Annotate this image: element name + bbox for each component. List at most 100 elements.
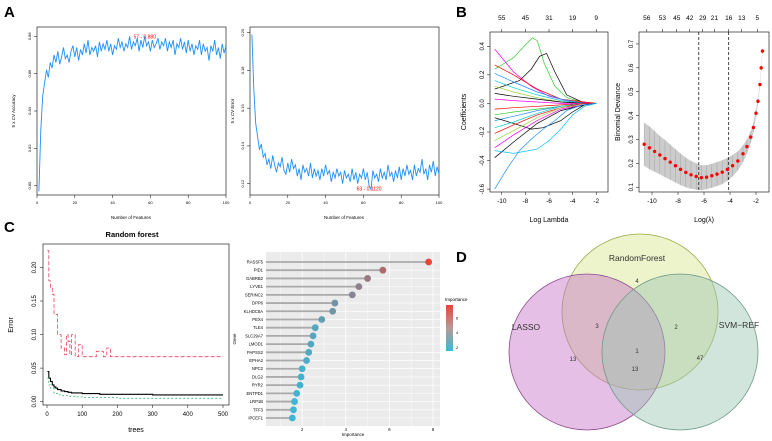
c2-gene-label: ENTPD1	[246, 391, 263, 396]
c2-gene-label: KLHDC8A	[244, 309, 264, 314]
c2-lollipop-dot	[305, 348, 313, 356]
b2-deviance-point	[759, 66, 763, 70]
b1-ytick-label: -0.4	[480, 155, 486, 166]
a2-xtick-label: 40	[323, 200, 328, 205]
c2-gene-label: TFF3	[253, 407, 264, 412]
a1-ytick-label: 0.88	[27, 32, 32, 41]
panel-b2-ylabel: Binomial Deviance	[615, 83, 622, 141]
b2-toptick-label: 56	[643, 15, 651, 22]
b2-toptick-label: 42	[686, 15, 694, 22]
b1-coef-path-17	[494, 103, 597, 158]
b2-toptick-label: 5	[755, 15, 759, 22]
c2-gene-label: PID1	[254, 268, 264, 273]
c2-lollipop-dot	[296, 381, 304, 389]
b2-ytick-label: 0.5	[629, 87, 635, 96]
c2-gene-label: NPC2	[252, 366, 264, 371]
b2-deviance-point	[736, 159, 740, 163]
b1-toptick-label: 31	[545, 15, 553, 22]
venn-label-lasso: LASSO	[512, 322, 541, 332]
a2-xtick-label: 80	[399, 200, 404, 205]
c2-legend-tick-label: 6	[456, 316, 459, 321]
b1-xtick-label: -10	[497, 198, 507, 205]
c2-gene-label: DLG2	[252, 374, 264, 379]
c2-gene-label: IPCEF1	[248, 416, 263, 421]
b2-deviance-point	[704, 175, 709, 179]
panel-b1-ylabel: Coefficients	[461, 93, 468, 130]
a1-xtick-label: 100	[223, 200, 230, 205]
b1-toptick-label: 19	[569, 15, 577, 22]
c2-lollipop-dot	[364, 275, 371, 282]
panel-d-venn-diagram: RandomForest LASSO SVM−REF 4 13 47 3 2 1…	[508, 233, 759, 431]
c2-lollipop-dot	[379, 266, 387, 274]
c1-error-line-class1	[47, 250, 223, 358]
venn-circle-lasso	[508, 273, 666, 431]
c1-ytick-label: 0.20	[32, 261, 38, 273]
b2-deviance-point	[694, 174, 698, 179]
b2-deviance-point	[647, 146, 652, 150]
b1-toptick-label: 9	[594, 15, 598, 22]
a1-xtick-label: 80	[186, 200, 191, 205]
c1-xtick-label: 400	[183, 412, 194, 418]
c2-lollipop-dot	[298, 365, 306, 373]
panel-a1-max-annotation: 57 - 0.880	[133, 34, 156, 40]
c1-xtick-label: 300	[148, 412, 159, 418]
b1-xtick-label: -4	[570, 198, 576, 205]
c1-ytick-label: 0.00	[32, 395, 38, 407]
panel-c1-xlabel: trees	[128, 427, 144, 434]
b2-deviance-point	[668, 160, 672, 164]
panel-c2-legend: Importance 6 4 2	[445, 297, 468, 351]
c2-gene-label: LRP1B	[250, 399, 263, 404]
b1-ytick-label: -0.2	[480, 126, 486, 137]
b2-ytick-label: 0.3	[629, 135, 635, 144]
c2-xtick-label: 2	[301, 427, 304, 432]
b2-deviance-point	[741, 152, 745, 156]
c2-lollipop-dot	[288, 414, 296, 422]
a2-xtick-label: 0	[249, 200, 252, 205]
b2-deviance-point	[673, 164, 678, 168]
c2-lollipop-dot	[331, 299, 339, 307]
c1-ytick-label: 0.15	[32, 295, 38, 307]
b2-deviance-point	[754, 111, 758, 115]
a2-ytick-label: 0.16	[240, 104, 245, 113]
c2-lollipop-dot	[311, 324, 319, 332]
b1-coef-path-18	[494, 103, 597, 190]
b2-xtick-label: -10	[647, 198, 657, 205]
c2-xtick-label: 6	[388, 427, 391, 432]
venn-count-rf-only: 4	[635, 279, 639, 285]
a1-xtick-label: 60	[148, 200, 153, 205]
b2-toptick-label: 29	[699, 15, 707, 22]
b2-xtick-label: -2	[753, 198, 759, 205]
b1-coef-path-6	[494, 85, 597, 104]
c2-lollipop-dot	[318, 316, 326, 323]
b1-ytick-label: 0.0	[480, 99, 486, 108]
venn-count-rf-lasso: 3	[595, 324, 599, 330]
c2-legend-tick-label: 4	[456, 330, 459, 335]
c2-gene-label: RASSF5	[247, 260, 264, 265]
c2-lollipop-dot	[293, 389, 301, 397]
b1-toptick-label: 45	[522, 15, 530, 22]
a2-ytick-label: 0.12	[240, 179, 245, 188]
b1-toptick-label: 55	[498, 15, 506, 22]
c2-gene-label: LMOD1	[249, 342, 264, 347]
b1-coef-path-12	[494, 103, 597, 130]
b2-deviance-point	[658, 153, 662, 157]
panel-a2-min-annotation: 63 - 0.1120	[357, 186, 382, 192]
a1-xtick-label: 20	[73, 200, 78, 205]
b2-deviance-point	[663, 156, 667, 161]
a1-ytick-label: 0.82	[27, 144, 32, 153]
panel-b2-error-band	[644, 48, 763, 191]
b2-deviance-point	[642, 142, 646, 146]
b2-deviance-point	[749, 135, 753, 139]
b2-toptick-label: 13	[738, 15, 746, 22]
panel-b2-xlabel: Log(λ)	[694, 217, 714, 224]
c2-gene-label: EPHA2	[249, 358, 263, 363]
b2-xtick-label: -8	[675, 198, 681, 205]
a1-xtick-label: 40	[110, 200, 115, 205]
a2-ytick-label: 0.18	[240, 66, 245, 75]
c2-lollipop-dot	[309, 332, 317, 340]
panel-c2-gene-importance: RASSF5 PID1 GABRB2 LYVE1 SERINC2 DPP6 KLHDC8A P…	[232, 252, 468, 437]
c2-lollipop-dot	[303, 357, 310, 364]
b2-deviance-point	[760, 49, 765, 53]
b2-toptick-label: 53	[659, 15, 667, 22]
venn-count-rf-svm: 2	[674, 325, 678, 331]
